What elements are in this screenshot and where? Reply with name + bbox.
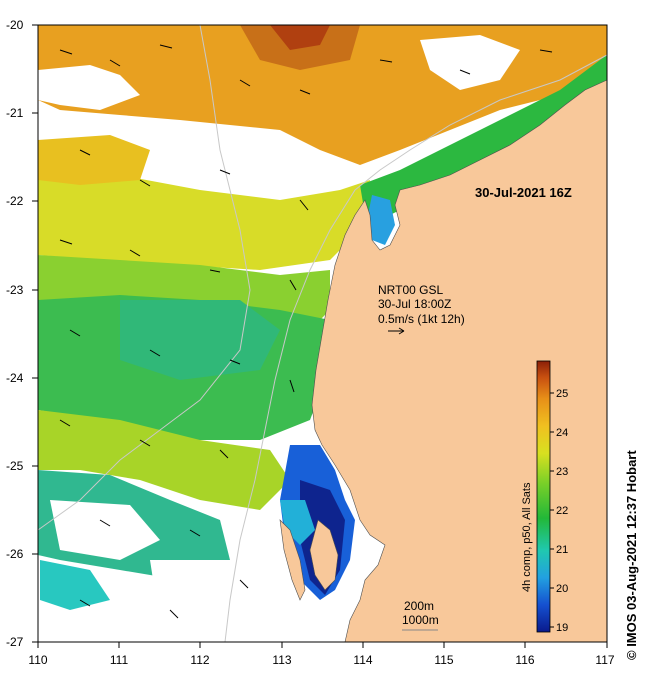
y-tick-label: -25 [6,459,24,473]
y-tick-label: -26 [6,547,24,561]
isobaths [37,24,608,643]
peninsula [309,519,339,591]
colorbar-tick-label: 21 [556,544,568,556]
isobath-label-200: 200m [404,599,434,613]
colorbar [536,360,551,633]
colorbar-tick-label: 25 [556,388,568,400]
x-tick-label: 112 [190,653,209,667]
y-tick-label: -23 [6,283,24,297]
x-tick-label: 113 [272,653,291,667]
x-tick-label: 117 [595,653,614,667]
scale-arrow [388,327,405,335]
isobath-label-1000: 1000m [402,613,439,627]
colorbar-title: 4h comp, p50, All Sats [521,482,533,592]
y-axis [32,24,38,643]
colorbar-tick-label: 22 [556,505,568,517]
credit-text: © IMOS 03-Aug-2021 12:37 Hobart [624,450,639,660]
y-tick-label: -24 [6,371,24,385]
date-label: 30-Jul-2021 16Z [475,185,572,200]
x-axis [37,642,608,648]
plot-frame [37,24,608,643]
current-label-line3: 0.5m/s (1kt 12h) [378,312,465,326]
colorbar-tick-label: 19 [556,622,568,634]
land-mass [311,79,608,643]
sst-field [38,25,607,640]
colorbar-ticks [550,392,554,628]
dirk-hartog-island [279,519,306,601]
y-tick-label: -20 [6,18,24,32]
x-tick-label: 115 [434,653,453,667]
x-tick-label: 111 [110,653,129,667]
y-tick-label: -22 [6,194,24,208]
y-tick-label: -21 [6,106,24,120]
current-label-line1: NRT00 GSL [378,283,443,297]
colorbar-tick-label: 24 [556,427,568,439]
y-tick-label: -27 [6,635,24,649]
current-label-line2: 30-Jul 18:00Z [378,297,451,311]
x-tick-label: 116 [515,653,534,667]
colorbar-tick-label: 23 [556,466,568,478]
current-arrows [59,44,553,619]
colorbar-tick-label: 20 [556,583,568,595]
x-tick-label: 110 [28,653,47,667]
x-tick-label: 114 [353,653,372,667]
